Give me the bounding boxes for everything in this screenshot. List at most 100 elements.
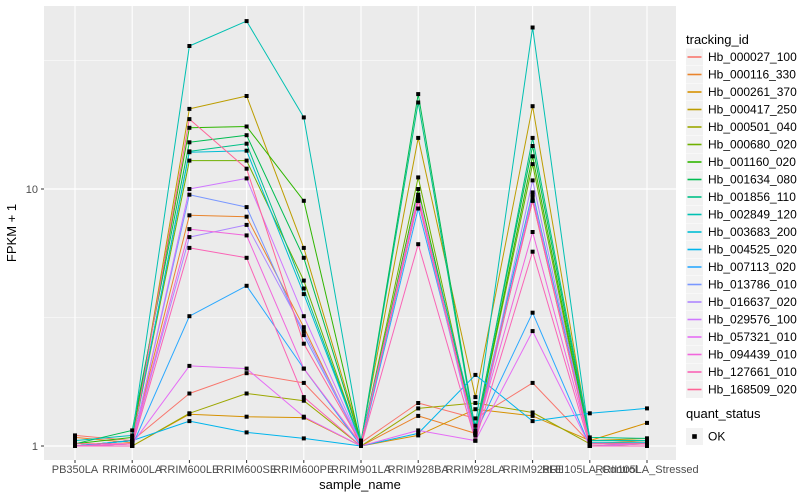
data-point <box>244 133 249 138</box>
data-point <box>530 419 535 424</box>
data-point <box>187 106 192 111</box>
data-point <box>416 401 421 405</box>
x-tick-label: RRIM600LE <box>159 464 219 476</box>
data-point <box>530 178 535 183</box>
data-point <box>244 158 249 163</box>
legend-item-label: Hb_001160_020 <box>708 155 796 169</box>
data-point <box>244 414 249 419</box>
data-point <box>244 141 249 146</box>
legend-item-label: Hb_002849_120 <box>708 208 797 222</box>
data-point <box>416 428 421 433</box>
quant-status-ok-label: OK <box>708 430 725 444</box>
x-axis-title: sample_name <box>319 477 401 492</box>
data-point <box>130 433 135 438</box>
data-point <box>187 140 192 145</box>
data-point <box>416 192 421 197</box>
data-point <box>301 314 306 319</box>
data-point <box>530 329 535 334</box>
x-tick-label: RRII105LA_Stressed <box>595 464 698 476</box>
data-point <box>244 148 249 153</box>
data-point <box>416 242 421 247</box>
data-point <box>301 286 306 291</box>
data-point <box>530 192 535 197</box>
legend-item-label: Hb_000027_100 <box>708 50 797 64</box>
data-point <box>187 117 192 122</box>
data-point <box>187 125 192 130</box>
data-point <box>301 255 306 260</box>
data-point <box>187 158 192 163</box>
data-point <box>530 162 535 167</box>
legend-item-Hb_001634_080: Hb_001634_080 <box>686 171 797 188</box>
legend-item-Hb_029576_100: Hb_029576_100 <box>686 311 797 328</box>
data-point <box>359 441 363 446</box>
data-point <box>187 419 192 424</box>
legend-item-label: Hb_007113_020 <box>708 260 796 274</box>
data-point <box>530 230 535 234</box>
legend-item-Hb_000501_040: Hb_000501_040 <box>686 118 797 136</box>
data-point <box>530 198 535 203</box>
data-point <box>587 438 592 443</box>
data-point <box>359 444 363 448</box>
data-point <box>587 411 592 416</box>
data-point <box>530 195 535 200</box>
data-point <box>301 329 306 334</box>
x-tick-label: RRIM600LA <box>102 464 163 476</box>
tracking-id-legend-title: tracking_id <box>686 32 749 47</box>
data-point <box>530 413 535 418</box>
legend-item-label: Hb_004525_020 <box>708 243 797 257</box>
legend-item-Hb_016637_020: Hb_016637_020 <box>686 293 797 311</box>
legend-item-label: Hb_127661_010 <box>708 365 797 379</box>
data-point <box>244 366 249 371</box>
data-point <box>73 438 77 443</box>
data-point <box>187 187 192 191</box>
data-point <box>301 292 306 297</box>
tracking-id-legend-items: Hb_000027_100 Hb_000116_330 Hb_000261_370 H… <box>686 48 797 398</box>
data-point <box>416 195 421 200</box>
legend-item-Hb_013786_010: Hb_013786_010 <box>686 276 797 293</box>
data-point <box>130 428 135 433</box>
legend-item-label: Hb_057321_010 <box>708 330 797 344</box>
data-point <box>244 94 249 98</box>
data-point <box>587 441 592 446</box>
y-tick-label-10: 10 <box>26 184 38 196</box>
data-point <box>187 245 192 250</box>
data-point <box>244 205 249 210</box>
legend-item-Hb_168509_020: Hb_168509_020 <box>686 381 797 398</box>
ok-square-marker-icon <box>692 434 697 439</box>
data-point <box>301 398 306 403</box>
legend-item-label: Hb_000680_020 <box>708 138 797 152</box>
legend-item-label: Hb_003683_200 <box>708 225 797 239</box>
data-point <box>530 190 535 195</box>
data-point <box>473 407 478 412</box>
legend-item-label: Hb_094439_010 <box>708 348 797 362</box>
legend-item-label: Hb_000261_370 <box>708 85 797 99</box>
data-point <box>416 198 421 203</box>
y-axis-title: FPKM + 1 <box>4 204 19 262</box>
data-point <box>187 227 192 232</box>
data-point <box>530 380 535 385</box>
data-point <box>187 411 192 416</box>
data-point <box>244 176 249 181</box>
data-point <box>244 430 249 435</box>
legend-item-label: Hb_000501_040 <box>708 120 797 134</box>
data-point <box>244 371 249 376</box>
legend-item-label: Hb_000417_250 <box>708 103 797 117</box>
quant-status-legend-item: OK <box>686 428 725 445</box>
data-point <box>473 372 478 377</box>
data-point <box>530 104 535 109</box>
data-point <box>187 44 192 48</box>
data-point <box>301 436 306 441</box>
data-point <box>416 100 421 105</box>
data-point <box>645 436 649 441</box>
data-point <box>244 19 249 24</box>
legend-item-Hb_000261_370: Hb_000261_370 <box>686 83 797 101</box>
data-point <box>645 420 649 425</box>
data-point <box>73 441 77 446</box>
legend-item-Hb_000680_020: Hb_000680_020 <box>686 136 797 153</box>
data-point <box>244 124 249 129</box>
data-point <box>530 410 535 415</box>
data-point <box>301 278 306 283</box>
legend-item-Hb_004525_020: Hb_004525_020 <box>686 241 797 258</box>
